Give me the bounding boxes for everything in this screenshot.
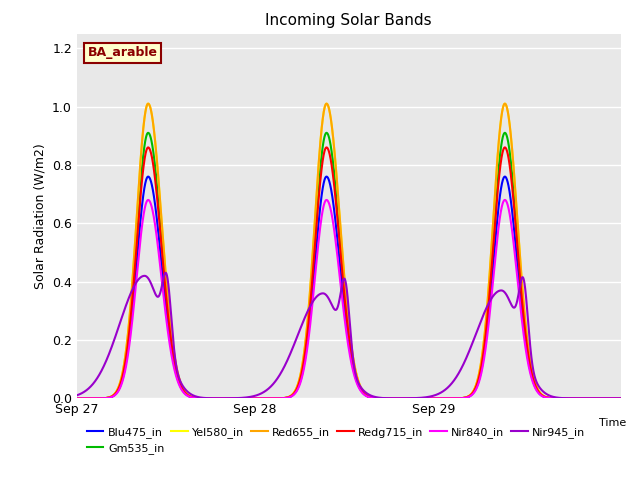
Nir945_in	[204, 396, 212, 401]
Gm535_in	[321, 133, 328, 139]
Red655_in	[621, 396, 629, 401]
Gm535_in	[144, 130, 152, 136]
Line: Nir945_in: Nir945_in	[77, 273, 630, 398]
Nir840_in	[207, 396, 215, 401]
Nir840_in	[202, 396, 209, 401]
Redg715_in	[321, 148, 328, 154]
Nir945_in	[162, 270, 170, 276]
Gm535_in	[621, 396, 629, 401]
Yel580_in	[144, 101, 152, 107]
Redg715_in	[282, 395, 289, 401]
Nir945_in	[207, 396, 215, 401]
Line: Blu475_in: Blu475_in	[77, 177, 630, 398]
Line: Red655_in: Red655_in	[77, 104, 630, 398]
Yel580_in	[204, 396, 212, 401]
Yel580_in	[207, 396, 215, 401]
Blu475_in	[282, 395, 289, 401]
Gm535_in	[626, 396, 634, 401]
Blu475_in	[207, 396, 215, 401]
Nir945_in	[282, 362, 289, 368]
Yel580_in	[73, 396, 81, 401]
Nir945_in	[621, 396, 629, 401]
Nir840_in	[282, 395, 289, 401]
Legend: Blu475_in, Gm535_in, Yel580_in, Red655_in, Redg715_in, Nir840_in, Nir945_in: Blu475_in, Gm535_in, Yel580_in, Red655_i…	[83, 422, 590, 458]
Line: Nir840_in: Nir840_in	[77, 200, 630, 398]
Redg715_in	[621, 396, 629, 401]
Red655_in	[144, 101, 152, 107]
Gm535_in	[73, 396, 81, 401]
Yel580_in	[282, 395, 289, 401]
Blu475_in	[73, 396, 81, 401]
Blu475_in	[204, 396, 212, 401]
Blu475_in	[621, 396, 629, 401]
Redg715_in	[144, 144, 152, 150]
Nir945_in	[202, 395, 209, 401]
Blu475_in	[321, 177, 328, 182]
Red655_in	[207, 396, 215, 401]
Gm535_in	[204, 396, 212, 401]
Redg715_in	[202, 396, 209, 401]
Nir945_in	[626, 396, 634, 401]
Redg715_in	[207, 396, 215, 401]
Red655_in	[282, 395, 289, 401]
Yel580_in	[621, 396, 629, 401]
Y-axis label: Solar Radiation (W/m2): Solar Radiation (W/m2)	[33, 143, 46, 289]
Blu475_in	[202, 396, 209, 401]
Blu475_in	[626, 396, 634, 401]
Nir840_in	[621, 396, 629, 401]
Nir840_in	[73, 396, 81, 401]
Line: Gm535_in: Gm535_in	[77, 133, 630, 398]
Nir840_in	[321, 200, 328, 205]
Redg715_in	[626, 396, 634, 401]
Red655_in	[73, 396, 81, 401]
Title: Incoming Solar Bands: Incoming Solar Bands	[266, 13, 432, 28]
Nir945_in	[321, 291, 328, 297]
Yel580_in	[202, 396, 209, 401]
Red655_in	[204, 396, 212, 401]
Red655_in	[202, 396, 209, 401]
Line: Redg715_in: Redg715_in	[77, 147, 630, 398]
Redg715_in	[204, 396, 212, 401]
Nir840_in	[144, 197, 152, 203]
Line: Yel580_in: Yel580_in	[77, 104, 630, 398]
Blu475_in	[144, 174, 152, 180]
Gm535_in	[202, 396, 209, 401]
Red655_in	[626, 396, 634, 401]
Gm535_in	[282, 395, 289, 401]
Nir840_in	[204, 396, 212, 401]
Nir840_in	[626, 396, 634, 401]
Text: BA_arable: BA_arable	[88, 47, 157, 60]
Nir945_in	[73, 393, 81, 398]
Yel580_in	[626, 396, 634, 401]
Yel580_in	[321, 105, 328, 110]
Text: Time: Time	[599, 419, 626, 429]
Redg715_in	[73, 396, 81, 401]
Red655_in	[321, 105, 328, 110]
Gm535_in	[207, 396, 215, 401]
